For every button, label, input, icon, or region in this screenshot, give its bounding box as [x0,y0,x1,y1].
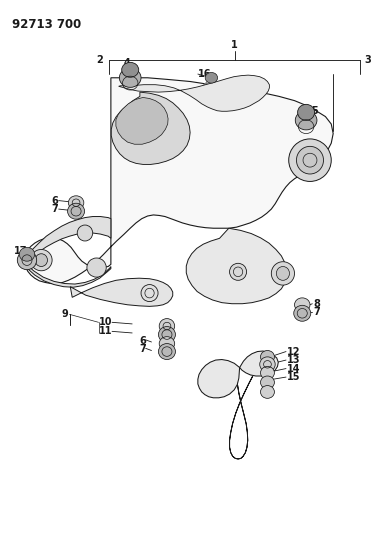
Polygon shape [111,92,190,165]
Ellipse shape [289,139,331,181]
Text: 3: 3 [364,55,371,65]
Text: 5: 5 [312,106,318,116]
Text: 1: 1 [231,39,238,50]
Text: 9: 9 [62,309,68,319]
Text: 11: 11 [99,326,113,336]
Ellipse shape [159,337,175,351]
Ellipse shape [271,262,294,285]
Ellipse shape [17,251,36,270]
Polygon shape [119,75,269,111]
Polygon shape [230,376,253,459]
Ellipse shape [158,344,175,360]
Text: 7: 7 [313,307,320,317]
Ellipse shape [77,225,93,241]
Ellipse shape [87,258,106,277]
Ellipse shape [298,104,315,120]
Text: 6: 6 [140,336,147,346]
Ellipse shape [122,62,139,77]
Ellipse shape [260,367,274,379]
Ellipse shape [276,266,289,280]
Ellipse shape [158,327,175,343]
Ellipse shape [19,247,35,261]
Ellipse shape [294,305,311,321]
Ellipse shape [230,263,247,280]
Polygon shape [198,360,240,398]
Text: 16: 16 [198,69,211,79]
Polygon shape [25,78,333,284]
Text: 7: 7 [140,344,147,354]
Ellipse shape [260,376,274,389]
Ellipse shape [294,298,310,312]
Ellipse shape [68,203,85,219]
Text: 17: 17 [14,246,28,255]
Ellipse shape [295,111,317,130]
Ellipse shape [159,319,175,334]
Text: 2: 2 [96,55,103,65]
Ellipse shape [260,385,274,398]
Ellipse shape [35,254,47,266]
Polygon shape [186,228,287,304]
Ellipse shape [120,68,141,87]
Ellipse shape [141,285,158,302]
Text: 10: 10 [99,317,113,327]
Ellipse shape [68,196,84,209]
Ellipse shape [31,249,52,271]
Polygon shape [25,216,111,263]
Ellipse shape [260,351,274,364]
Ellipse shape [296,147,324,174]
Text: 12: 12 [287,346,300,357]
Text: 15: 15 [287,372,300,382]
Text: 6: 6 [51,196,58,206]
Polygon shape [116,98,168,144]
Ellipse shape [260,357,275,372]
Text: 7: 7 [51,204,58,214]
Text: 92713 700: 92713 700 [12,18,81,31]
Polygon shape [25,263,111,287]
Text: 4: 4 [124,59,130,68]
Text: 13: 13 [287,355,300,365]
Text: 8: 8 [313,298,320,309]
Polygon shape [70,278,173,306]
Text: 14: 14 [287,364,300,374]
Ellipse shape [205,72,218,83]
Polygon shape [240,351,278,376]
